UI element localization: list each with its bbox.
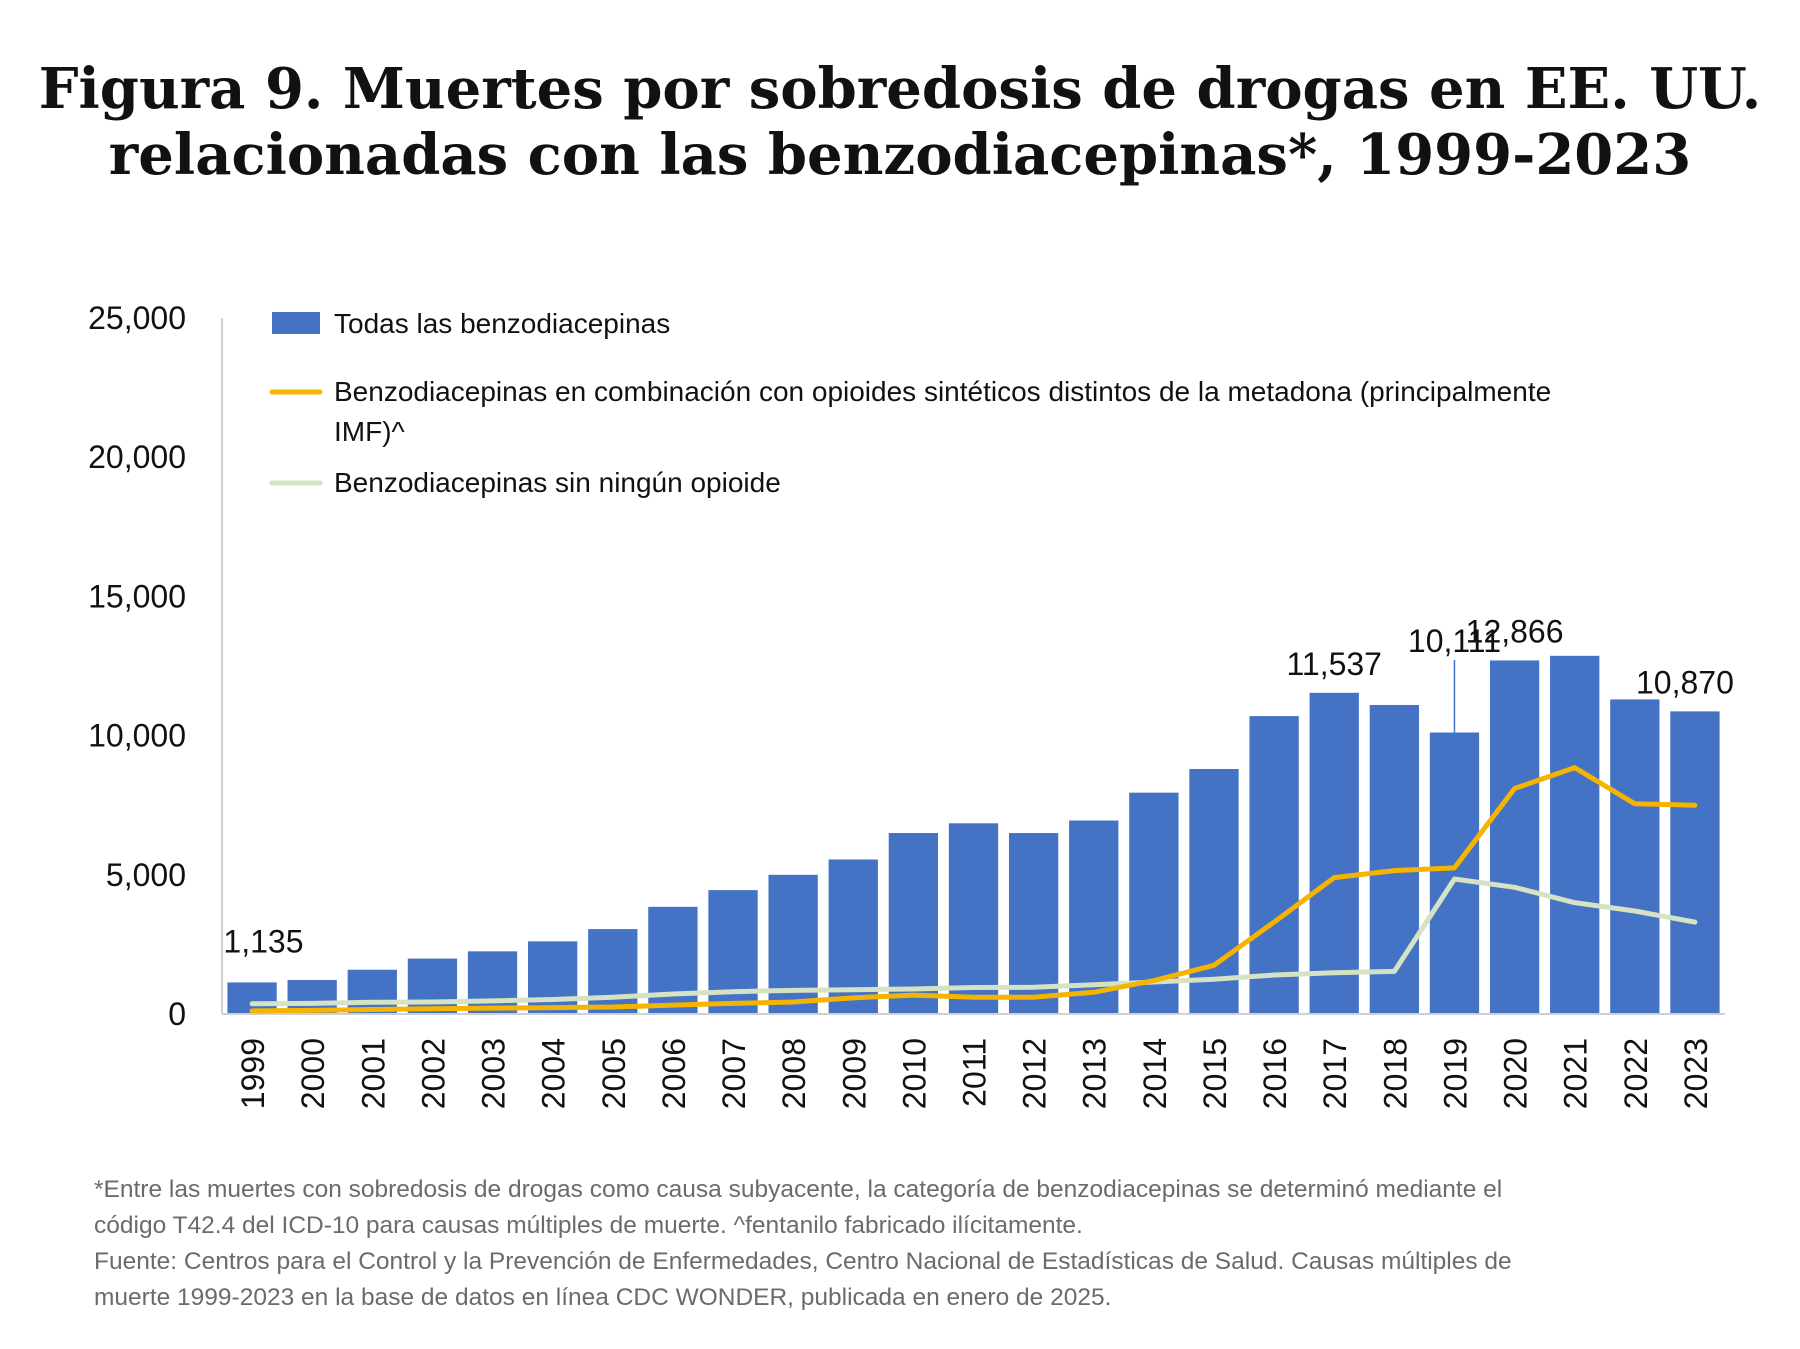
x-tick-label: 2000 xyxy=(295,1038,331,1109)
source-line-2: muerte 1999-2023 en la base de datos en … xyxy=(94,1284,1112,1311)
note-line-2: código T42.4 del ICD-10 para causas múlt… xyxy=(94,1212,1083,1239)
data-label: 1,135 xyxy=(223,923,303,959)
legend-swatch-all-benzos xyxy=(272,312,320,334)
source-line-1: Fuente: Centros para el Control y la Pre… xyxy=(94,1248,1512,1275)
bar xyxy=(648,906,698,1014)
y-tick-label: 25,000 xyxy=(88,300,186,336)
x-tick-label: 2016 xyxy=(1257,1038,1293,1109)
bar xyxy=(1429,732,1480,1014)
x-tick-label: 2014 xyxy=(1137,1038,1173,1109)
x-tick-label: 1999 xyxy=(235,1038,271,1109)
bar xyxy=(588,929,638,1014)
legend-label-imf: Benzodiacepinas en combinación con opioi… xyxy=(334,376,1551,447)
y-tick-label: 5,000 xyxy=(106,857,186,893)
x-tick-label: 2020 xyxy=(1498,1038,1534,1109)
bar xyxy=(1008,833,1059,1014)
x-tick-label: 2011 xyxy=(957,1038,993,1107)
data-label: 11,537 xyxy=(1286,646,1382,682)
bar xyxy=(347,969,397,1014)
x-tick-label: 2010 xyxy=(896,1038,932,1109)
line-series-imf xyxy=(249,765,1698,1014)
x-tick-label: 2001 xyxy=(355,1038,391,1109)
x-tick-label: 2005 xyxy=(596,1038,632,1109)
bar xyxy=(1550,655,1600,1014)
x-tick-label: 2013 xyxy=(1077,1038,1113,1109)
x-tick-label: 2008 xyxy=(776,1038,812,1109)
x-tick-label: 2019 xyxy=(1437,1038,1473,1109)
x-tick-label: 2004 xyxy=(536,1038,572,1109)
legend-label-all-benzos: Todas las benzodiacepinas xyxy=(334,308,670,339)
bar xyxy=(1489,660,1540,1014)
x-tick-label: 2002 xyxy=(415,1038,451,1109)
x-tick-label: 2022 xyxy=(1618,1038,1654,1109)
x-tick-label: 2018 xyxy=(1377,1038,1413,1109)
bar xyxy=(1309,692,1359,1014)
data-label: 10,111 xyxy=(1408,623,1501,659)
bar xyxy=(888,833,939,1014)
x-tick-label: 2006 xyxy=(656,1038,692,1109)
bar xyxy=(407,958,458,1014)
line-series-no-opioid xyxy=(249,876,1698,1007)
x-tick-label: 2012 xyxy=(1017,1038,1053,1109)
bar xyxy=(467,951,518,1014)
bar xyxy=(1670,711,1720,1014)
title-line-2: relacionadas con las benzodiacepinas*, 1… xyxy=(108,122,1692,188)
y-tick-label: 15,000 xyxy=(88,578,186,614)
x-tick-label: 2009 xyxy=(836,1038,872,1109)
x-tick-label: 2017 xyxy=(1317,1038,1353,1109)
bar xyxy=(948,823,999,1014)
bar xyxy=(1610,699,1660,1014)
x-tick-label: 2003 xyxy=(476,1038,512,1109)
bar xyxy=(528,941,578,1014)
data-label: 12,866 xyxy=(1466,613,1564,649)
benzodiazepine-chart: 0 5,000 10,000 15,000 20,000 25,000 1999 2000 20… xyxy=(88,300,1734,1109)
chart-notes: *Entre las muertes con sobredosis de dro… xyxy=(94,1172,1734,1316)
data-label: 10,870 xyxy=(1636,664,1734,700)
x-tick-label: 2023 xyxy=(1678,1038,1714,1109)
y-tick-label: 0 xyxy=(168,996,186,1032)
y-tick-label: 10,000 xyxy=(88,718,186,754)
x-tick-label: 2007 xyxy=(716,1038,752,1109)
title-line-1: Figura 9. Muertes por sobredosis de drog… xyxy=(38,56,1762,122)
bar xyxy=(708,890,758,1014)
bar xyxy=(1249,716,1299,1014)
bar xyxy=(1189,769,1239,1014)
y-tick-label: 20,000 xyxy=(88,439,186,475)
legend-label-no-opioid: Benzodiacepinas sin ningún opioide xyxy=(334,467,781,498)
x-tick-label: 2015 xyxy=(1197,1038,1233,1109)
x-tick-label: 2021 xyxy=(1558,1038,1594,1109)
note-line-1: *Entre las muertes con sobredosis de dro… xyxy=(94,1176,1503,1203)
bar xyxy=(1369,704,1419,1014)
chart-title: Figura 9. Muertes por sobredosis de drog… xyxy=(0,56,1800,188)
